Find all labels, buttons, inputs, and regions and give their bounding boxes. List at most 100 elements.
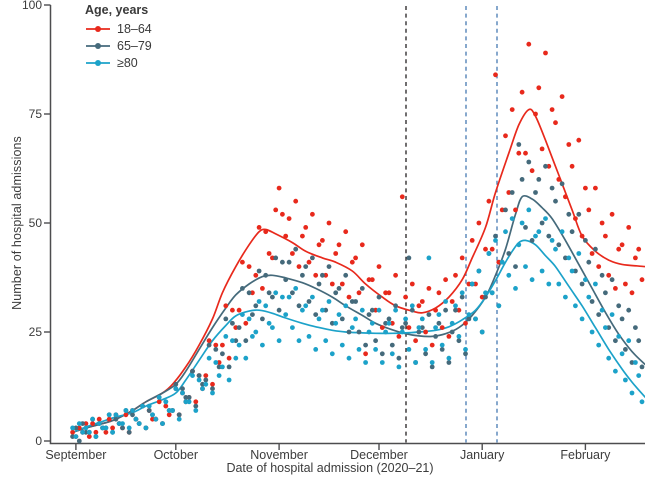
data-point	[403, 294, 408, 300]
data-point	[459, 290, 465, 296]
data-point	[123, 408, 129, 413]
data-point	[476, 220, 482, 226]
data-point	[559, 229, 565, 235]
legend-label: ≥80	[117, 55, 138, 70]
data-point	[586, 259, 592, 265]
data-point	[539, 220, 545, 226]
data-point	[73, 425, 79, 431]
y-tick-label-50: 50	[28, 216, 42, 230]
data-point	[536, 229, 542, 235]
data-point	[509, 216, 515, 222]
data-point	[473, 281, 478, 287]
data-point	[323, 338, 329, 344]
data-point	[233, 325, 239, 330]
data-point	[90, 416, 95, 422]
data-point	[339, 281, 345, 287]
data-point	[589, 251, 595, 256]
trend-line-65–79	[72, 194, 645, 434]
data-point	[213, 342, 219, 348]
data-point	[363, 351, 368, 357]
data-point	[496, 303, 502, 309]
data-point	[233, 355, 239, 361]
data-point	[339, 316, 345, 322]
data-point	[613, 368, 618, 374]
data-point	[349, 259, 355, 265]
data-point	[609, 211, 615, 217]
data-point	[123, 412, 129, 418]
data-point	[296, 264, 302, 269]
data-point	[606, 272, 612, 278]
data-point	[173, 381, 179, 387]
data-point	[83, 429, 89, 435]
data-point	[260, 286, 265, 291]
data-point	[466, 316, 472, 322]
data-point	[593, 281, 598, 287]
data-point	[366, 329, 372, 335]
data-point	[586, 207, 592, 213]
data-point	[573, 303, 578, 309]
data-point	[323, 272, 329, 278]
data-point	[439, 347, 445, 352]
data-point	[103, 429, 109, 435]
data-point	[193, 403, 199, 409]
data-point	[286, 259, 292, 265]
data-point	[639, 277, 645, 283]
data-point	[329, 281, 335, 287]
data-point	[373, 338, 378, 344]
data-point	[76, 425, 82, 431]
data-point	[466, 281, 472, 287]
data-point	[389, 320, 395, 326]
data-point	[556, 242, 562, 248]
data-point	[156, 395, 162, 400]
data-point	[469, 238, 475, 243]
data-point	[310, 255, 315, 261]
data-point	[563, 255, 568, 261]
data-point	[353, 255, 358, 261]
data-point	[426, 255, 432, 261]
x-tick-label-february: February	[560, 448, 611, 462]
data-point	[336, 286, 342, 291]
data-point	[619, 316, 625, 322]
data-point	[619, 242, 625, 248]
data-point	[286, 216, 292, 222]
data-point	[346, 355, 352, 361]
data-point	[306, 334, 312, 339]
data-point	[276, 307, 282, 313]
data-point	[363, 360, 368, 365]
data-point	[359, 307, 365, 313]
data-point	[523, 225, 528, 230]
data-point	[539, 146, 545, 152]
data-point	[343, 272, 349, 278]
data-point	[73, 434, 79, 439]
data-point	[503, 133, 508, 139]
data-point	[439, 325, 445, 330]
data-point	[240, 312, 245, 317]
data-point	[203, 373, 209, 378]
data-point	[629, 390, 635, 396]
data-point	[569, 268, 575, 274]
x-tick-label-january: January	[459, 448, 505, 462]
data-point	[616, 246, 622, 252]
data-point	[150, 416, 155, 422]
data-point	[359, 242, 365, 248]
data-point	[616, 334, 622, 339]
data-point	[526, 159, 532, 165]
data-point	[446, 360, 452, 365]
legend-label: 65–79	[117, 38, 152, 53]
data-point	[489, 246, 495, 252]
data-point	[343, 229, 349, 235]
data-point	[223, 334, 229, 339]
data-point	[193, 399, 199, 405]
data-point	[553, 198, 558, 204]
data-point	[200, 386, 205, 392]
data-point	[273, 207, 279, 213]
data-point	[499, 259, 505, 265]
data-point	[396, 334, 402, 339]
data-point	[446, 355, 452, 361]
data-point	[376, 307, 382, 313]
data-point	[236, 342, 242, 348]
data-point	[236, 325, 242, 330]
data-point	[120, 425, 125, 431]
data-point	[93, 429, 99, 435]
